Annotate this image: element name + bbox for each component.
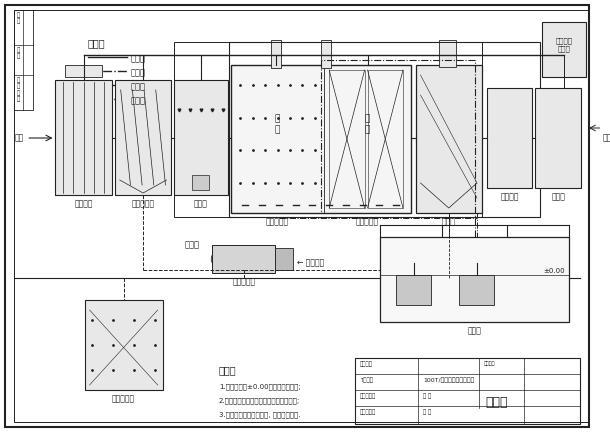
Bar [542,22,586,77]
Text: T程名称: T程名称 [360,377,373,383]
Bar [329,70,365,208]
Circle shape [227,250,245,268]
Text: 审 核: 审 核 [423,409,431,415]
Text: 2.污水量于重及污泥刷输量参均一往一台;: 2.污水量于重及污泥刷输量参均一往一台; [219,397,300,403]
Text: 粗筛格栅: 粗筛格栅 [74,199,93,208]
Text: 上图负责人: 上图负责人 [360,409,376,415]
Text: 3.本项目于设施工艺流程, 不体量工负责.: 3.本项目于设施工艺流程, 不体量工负责. [219,411,301,418]
Text: ±0.00: ±0.00 [543,267,565,273]
Text: 污泥浓缩池: 污泥浓缩池 [112,394,135,403]
Bar [276,248,293,270]
Text: 消毒池: 消毒池 [551,192,565,201]
Text: 修
改
说
明: 修 改 说 明 [17,77,20,102]
Text: 无阀滤池: 无阀滤池 [500,192,519,201]
Text: 鼓风机: 鼓风机 [468,326,481,335]
Bar [212,245,276,273]
Bar [536,88,581,188]
Text: 设计负责人: 设计负责人 [360,393,376,399]
Text: 流程图: 流程图 [486,396,508,409]
Bar [13,10,33,110]
Bar [487,88,533,188]
Text: 建设单位: 建设单位 [360,361,373,367]
Text: 接触氧化池: 接触氧化池 [356,217,379,226]
Circle shape [211,250,229,268]
Text: 审 定: 审 定 [423,393,431,399]
Text: 滤
料: 滤 料 [275,114,280,134]
Text: 1.调阀组置室±0.00方室外台盒图纸;: 1.调阀组置室±0.00方室外台盒图纸; [219,383,301,390]
Text: 水解酸化池: 水解酸化池 [266,217,289,226]
Text: 图例：: 图例： [88,38,106,48]
Bar [174,80,228,195]
Text: 板框压滤机: 板框压滤机 [232,277,256,286]
Text: 调节池: 调节池 [194,199,208,208]
Bar [174,42,482,217]
Bar [415,65,482,213]
Bar [355,358,580,424]
Text: 污泥泵: 污泥泵 [185,240,200,249]
Bar [56,80,112,195]
Text: 沉淀池: 沉淀池 [442,217,456,226]
Text: 污泥管: 污泥管 [131,82,145,91]
Bar [368,70,403,208]
Text: 版
次: 版 次 [17,47,20,59]
Text: 斜板沉砂池: 斜板沉砂池 [132,199,155,208]
Text: 修
改: 修 改 [17,12,20,24]
Text: 二氧化氯
发生器: 二氧化氯 发生器 [556,38,573,51]
Text: 滤
料: 滤 料 [365,114,370,134]
Bar [379,237,570,322]
Text: 污水管: 污水管 [131,54,145,63]
Bar [65,65,102,77]
Text: 投碱: 投碱 [603,133,610,143]
Bar [229,42,540,217]
Text: ← 干泥外运: ← 干泥外运 [297,258,324,267]
Bar [271,40,281,68]
Circle shape [243,250,260,268]
Text: 空气管: 空气管 [131,68,145,77]
Circle shape [259,250,276,268]
Bar [459,275,495,305]
Bar [85,300,162,390]
Bar [396,275,431,305]
Bar [439,40,456,67]
Bar [192,175,209,190]
Bar [321,40,331,68]
Text: 图纸编号: 图纸编号 [484,361,495,366]
Text: 废水: 废水 [15,133,24,143]
Text: 说明：: 说明： [219,365,237,375]
Text: 加药管: 加药管 [131,96,145,105]
Circle shape [402,278,425,302]
Circle shape [465,278,489,302]
Text: 100T/天肉类废水处理工程: 100T/天肉类废水处理工程 [423,377,475,383]
Bar [231,65,411,213]
Bar [115,80,171,195]
